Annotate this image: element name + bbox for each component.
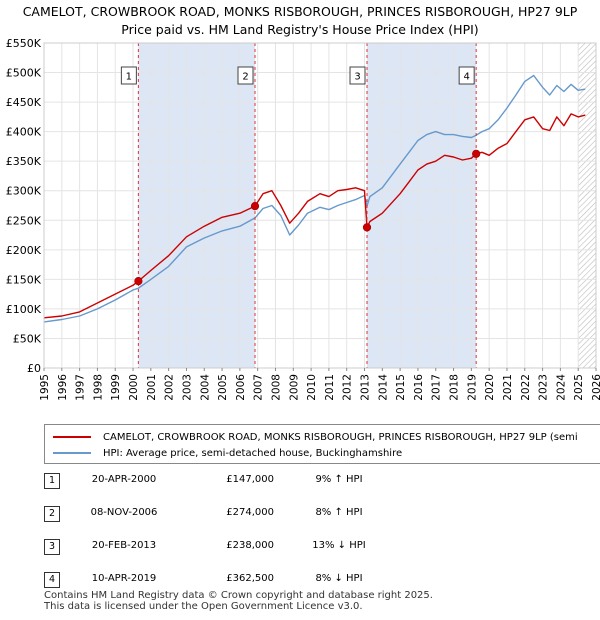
x-tick-label: 2008 xyxy=(270,374,282,401)
chart-title-line2: Price paid vs. HM Land Registry's House … xyxy=(121,22,479,37)
x-tick-label: 1997 xyxy=(75,374,87,401)
y-tick-label: £550K xyxy=(6,37,42,50)
x-tick-label: 2000 xyxy=(128,374,140,401)
x-tick-label: 2013 xyxy=(360,374,372,401)
sale-hpi-change: 8% ↓ HPI xyxy=(315,573,363,584)
x-tick-label: 2026 xyxy=(591,374,600,401)
x-tick-label: 2010 xyxy=(306,374,318,401)
x-tick-label: 2017 xyxy=(431,374,443,401)
x-tick-label: 2021 xyxy=(502,374,514,401)
x-tick-label: 2003 xyxy=(181,374,193,401)
sale-number-badge: 4 xyxy=(44,572,60,588)
x-tick-label: 2016 xyxy=(413,374,425,401)
table-row: 3 20-FEB-2013 £238,000 13% ↓ HPI xyxy=(44,536,464,558)
x-tick-label: 2007 xyxy=(253,374,265,401)
sale-point xyxy=(134,277,143,286)
sale-price: £274,000 xyxy=(226,507,274,518)
x-tick-label: 2012 xyxy=(342,374,354,401)
y-tick-label: £500K xyxy=(6,67,42,80)
sale-marker-box xyxy=(237,66,254,85)
x-tick-label: 2002 xyxy=(164,374,176,401)
sale-price: £238,000 xyxy=(226,540,274,551)
footer-copyright: Contains HM Land Registry data © Crown c… xyxy=(44,590,433,601)
legend: CAMELOT, CROWBROOK ROAD, MONKS RISBOROUG… xyxy=(44,424,600,464)
x-tick-label: 2014 xyxy=(377,374,389,401)
legend-property: CAMELOT, CROWBROOK ROAD, MONKS RISBOROUG… xyxy=(53,429,578,445)
y-tick-label: £400K xyxy=(6,126,42,139)
sale-number-badge: 2 xyxy=(44,506,60,522)
sale-hpi-change: 13% ↓ HPI xyxy=(312,540,366,551)
y-tick-label: £200K xyxy=(6,244,42,257)
x-tick-label: 2019 xyxy=(466,374,478,401)
sale-point xyxy=(472,149,481,158)
y-tick-label: £0 xyxy=(27,362,41,375)
table-row: 4 10-APR-2019 £362,500 8% ↓ HPI xyxy=(44,569,464,591)
x-tick-label: 2022 xyxy=(520,374,532,401)
legend-property-label: CAMELOT, CROWBROOK ROAD, MONKS RISBOROUG… xyxy=(103,431,578,443)
y-tick-label: £450K xyxy=(6,96,42,109)
x-tick-label: 1998 xyxy=(92,374,104,401)
x-tick-label: 2025 xyxy=(573,374,585,401)
plot-frame xyxy=(43,42,597,369)
x-tick-label: 1996 xyxy=(57,374,69,401)
x-tick-label: 2006 xyxy=(235,374,247,401)
x-tick-label: 2020 xyxy=(484,374,496,401)
x-tick-label: 2018 xyxy=(449,374,461,401)
price-chart: 1 2 3 4 £0 £50K £100K £150K £200K £250K £300K £350… xyxy=(6,37,600,401)
table-row: 2 08-NOV-2006 £274,000 8% ↑ HPI xyxy=(44,503,464,525)
x-tick-label: 2024 xyxy=(555,374,567,401)
footer: Contains HM Land Registry data © Crown c… xyxy=(44,590,433,612)
sale-point xyxy=(362,223,372,232)
forecast-hatch xyxy=(578,43,596,368)
table-row: 1 20-APR-2000 £147,000 9% ↑ HPI xyxy=(44,470,464,492)
x-tick-label: 1995 xyxy=(39,374,51,401)
sale-date: 20-APR-2000 xyxy=(91,474,157,485)
x-tick-label: 2004 xyxy=(199,374,211,401)
sale-date: 20-FEB-2013 xyxy=(91,540,157,551)
footer-licence: This data is licensed under the Open Gov… xyxy=(44,601,363,612)
sale-price: £362,500 xyxy=(226,573,274,584)
y-tick-label: £150K xyxy=(6,273,42,286)
sale-marker-label: 4 xyxy=(463,72,469,83)
x-tick-label: 2009 xyxy=(288,374,300,401)
sale-date: 08-NOV-2006 xyxy=(90,507,158,518)
plot-area xyxy=(44,43,596,368)
legend-property-swatch xyxy=(53,436,91,438)
x-tick-label: 2005 xyxy=(217,374,229,401)
sale-point xyxy=(250,201,260,211)
y-tick-label: £100K xyxy=(6,303,42,316)
legend-hpi: HPI: Average price, semi-detached house,… xyxy=(53,445,402,461)
sale-price: £147,000 xyxy=(226,474,274,485)
legend-hpi-swatch xyxy=(53,452,91,454)
x-tick-label: 1999 xyxy=(110,374,122,401)
y-tick-label: £250K xyxy=(6,214,42,227)
sale-marker-label: 1 xyxy=(126,72,132,83)
sale-marker-box xyxy=(120,66,137,85)
ownership-shade xyxy=(367,43,477,368)
y-tick-label: £50K xyxy=(13,332,42,345)
sale-marker-box xyxy=(349,66,366,85)
sale-number-badge: 1 xyxy=(44,473,60,489)
ownership-shade xyxy=(138,43,256,368)
sale-number-badge: 3 xyxy=(44,539,60,555)
y-tick-label: £350K xyxy=(6,155,42,168)
chart-title-line1: CAMELOT, CROWBROOK ROAD, MONKS RISBOROUG… xyxy=(22,4,578,19)
y-tick-label: £300K xyxy=(6,185,42,198)
sale-marker-label: 3 xyxy=(354,72,360,83)
sale-hpi-change: 8% ↑ HPI xyxy=(315,507,363,518)
x-tick-label: 2011 xyxy=(324,374,336,401)
sale-date: 10-APR-2019 xyxy=(91,573,157,584)
sale-marker-box xyxy=(458,66,475,85)
x-tick-label: 2015 xyxy=(395,374,407,401)
sale-marker-label: 2 xyxy=(242,72,248,83)
legend-hpi-label: HPI: Average price, semi-detached house,… xyxy=(103,447,403,459)
x-tick-label: 2001 xyxy=(146,374,158,401)
x-tick-label: 2023 xyxy=(538,374,550,401)
sale-hpi-change: 9% ↑ HPI xyxy=(315,474,363,485)
